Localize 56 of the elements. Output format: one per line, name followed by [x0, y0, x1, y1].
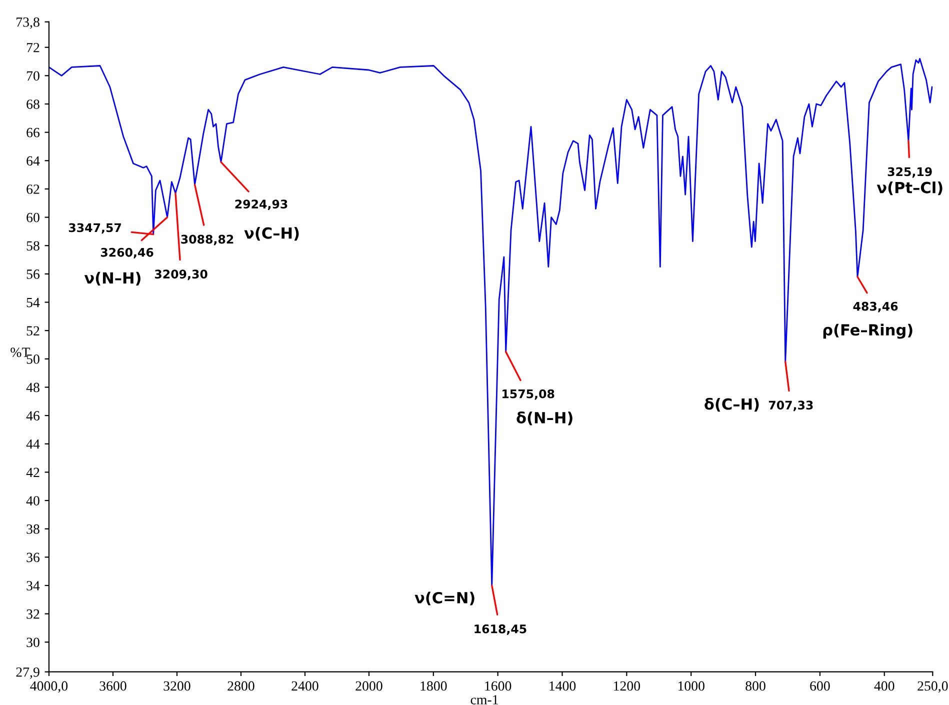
y-tick-label: 54	[26, 298, 40, 308]
x-tick-label: 1200	[614, 681, 640, 691]
annotation: ρ(Fe–Ring)	[823, 324, 912, 339]
x-tick-label: 1000	[678, 681, 704, 691]
annotation: ν(N–H)	[84, 272, 140, 286]
annotation: 2924,93	[235, 200, 288, 210]
annotation: 483,46	[853, 302, 898, 312]
y-tick-label: 72	[26, 42, 40, 52]
y-tick-label: 40	[26, 496, 40, 506]
y-tick-label: 66	[26, 128, 40, 138]
y-tick-label: 32	[26, 609, 40, 619]
annotation: δ(C–H)	[704, 398, 759, 412]
annotation: 1618,45	[474, 624, 526, 635]
y-tick-label: 62	[26, 184, 40, 194]
x-tick-label: 1800	[420, 681, 447, 691]
annotation: δ(N–H)	[516, 412, 572, 426]
y-tick-label: 64	[26, 156, 40, 166]
y-tick-label: 48	[26, 382, 40, 392]
x-tick-label: 250,0	[918, 681, 948, 693]
x-tick-label: 2000	[356, 681, 382, 691]
y-tick-label: 56	[26, 270, 40, 279]
y-tick-label: 52	[26, 326, 40, 336]
y-tick-label: 58	[26, 241, 40, 251]
x-tick-label: 4000,0	[30, 681, 68, 693]
x-tick-label: 400	[874, 681, 894, 691]
y-tick-label: 42	[26, 468, 40, 478]
x-tick-label: 3200	[164, 681, 190, 691]
y-tick-label: 60	[26, 212, 40, 222]
y-tick-label: 27,9	[16, 667, 40, 679]
x-tick-label: 600	[810, 681, 830, 691]
annotation: 1575,08	[502, 389, 554, 400]
y-tick-label: 30	[26, 638, 40, 648]
annotation: 325,19	[888, 167, 932, 178]
annotation: 3088,82	[181, 234, 234, 246]
y-tick-label: 70	[26, 71, 40, 81]
x-tick-label: 2800	[228, 681, 254, 691]
x-axis-title: cm-1	[470, 695, 498, 704]
y-tick-label: 36	[26, 552, 40, 562]
y-tick-label: 38	[26, 524, 40, 534]
annotation: ν(Pt–Cl)	[876, 182, 942, 196]
annotation: 707,33	[768, 400, 813, 412]
x-tick-label: 3600	[100, 681, 126, 691]
y-tick-label: 46	[26, 411, 40, 420]
x-tick-label: 2400	[292, 681, 318, 691]
y-tick-label: 73,8	[16, 17, 40, 29]
y-tick-label: 34	[26, 581, 40, 590]
annotation: ν(C–H)	[244, 227, 299, 241]
y-tick-label: 44	[26, 440, 40, 449]
x-tick-label: 1400	[550, 681, 576, 691]
x-tick-label: 1600	[485, 681, 512, 691]
annotation: 3260,46	[100, 248, 154, 258]
y-tick-label: 68	[26, 100, 40, 109]
x-tick-label: 800	[746, 681, 766, 691]
annotation: ν(C=N)	[414, 592, 474, 606]
annotation: 3209,30	[154, 270, 208, 280]
annotation: 3347,57	[68, 223, 121, 234]
